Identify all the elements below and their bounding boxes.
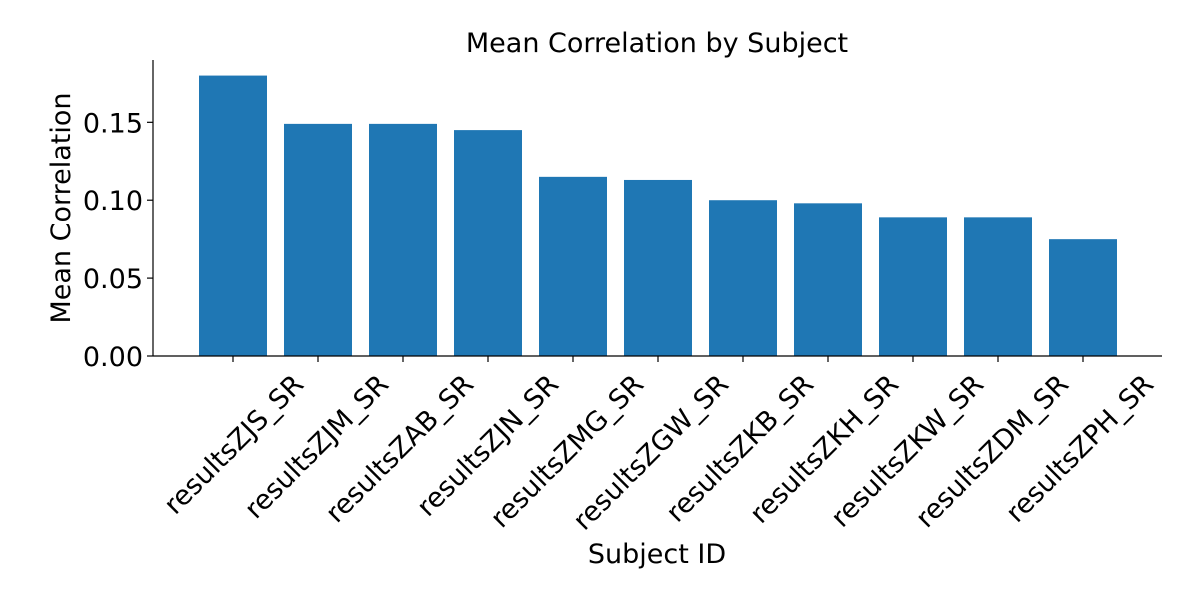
y-axis-ticks: 0.00 0.05 0.10 0.15 [83,108,153,373]
chart-title: Mean Correlation by Subject [466,28,848,59]
y-tick-label: 0.10 [83,186,143,217]
y-tick-label: 0.15 [83,108,143,139]
y-axis-label: Mean Correlation [46,92,77,323]
x-tick-label: resultsZJM_SR [239,369,395,525]
bar-resultsZGW_SR [624,179,692,356]
x-tick-label: resultsZGW_SR [567,369,735,537]
x-tick-label: resultsZKH_SR [744,369,905,530]
x-tick-label: resultsZAB_SR [320,369,480,529]
x-axis-label: Subject ID [588,539,726,570]
bar-resultsZJN_SR [454,130,522,356]
bars-group [199,75,1117,356]
bar-resultsZPH_SR [1049,239,1117,356]
bar-resultsZDM_SR [964,217,1032,356]
x-tick-label: resultsZMG_SR [485,369,650,534]
x-tick-label: resultsZKB_SR [660,369,820,529]
bar-resultsZJM_SR [284,123,352,356]
bar-resultsZKW_SR [879,217,947,356]
x-tick-label: resultsZKW_SR [825,369,990,534]
x-tick-label: resultsZPH_SR [1000,369,1160,529]
x-axis-ticks: resultsZJS_SRresultsZJM_SRresultsZAB_SRr… [158,356,1160,537]
y-tick-label: 0.00 [83,342,143,373]
y-tick-label: 0.05 [83,264,143,295]
bar-resultsZKH_SR [794,203,862,356]
bar-resultsZJS_SR [199,75,267,356]
bar-resultsZKB_SR [709,200,777,356]
bar-resultsZMG_SR [539,176,607,356]
bar-resultsZAB_SR [369,123,437,356]
x-tick-label: resultsZDM_SR [910,369,1075,534]
